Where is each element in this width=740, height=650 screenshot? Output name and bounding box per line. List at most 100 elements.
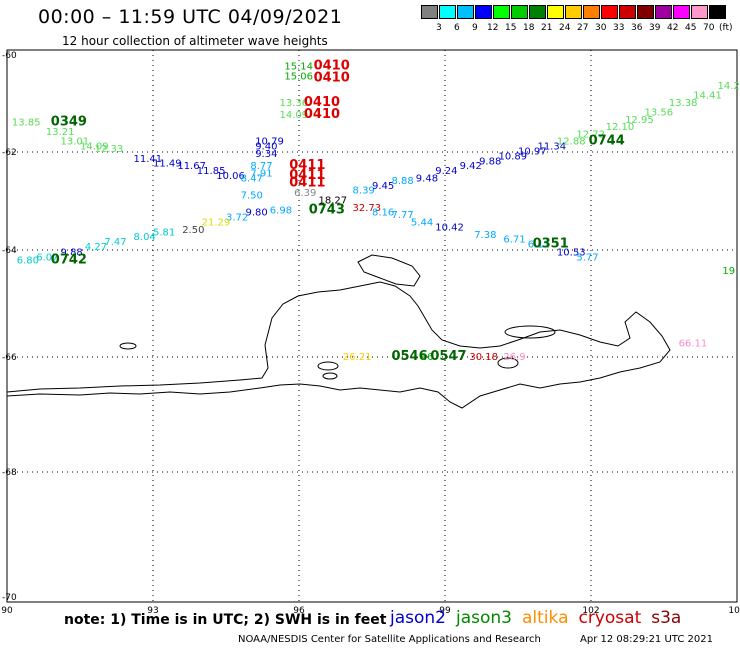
wave-height-label: 9.40 (255, 142, 277, 153)
wave-height-label: 0411 (289, 168, 325, 183)
wave-height-label: 10.42 (435, 222, 464, 233)
wave-height-label: 8.77 (250, 161, 272, 172)
color-scale-swatch (493, 5, 510, 19)
map-subtitle: 12 hour collection of altimeter wave hei… (62, 34, 328, 48)
lat-tick-label: -70 (2, 593, 17, 603)
legend-cryosat: cryosat (578, 608, 642, 628)
wave-height-label: 0546 (391, 349, 427, 364)
wave-height-label: 9.24 (435, 166, 457, 177)
color-scale-swatch (475, 5, 492, 19)
lon-tick-label: 93 (147, 606, 158, 616)
coastline (6, 281, 671, 409)
wave-height-label: 12.33 (95, 144, 124, 155)
legend-jason3: jason3 (456, 608, 512, 628)
wave-height-label: 7.50 (241, 191, 263, 202)
lat-tick-label: -66 (2, 353, 17, 363)
legend-jason2: jason2 (390, 608, 446, 628)
wave-height-label: 12.88 (557, 137, 586, 148)
wave-height-label: 13.01 (61, 137, 90, 148)
wave-height-label: 16 (421, 352, 434, 363)
wave-height-label: 0411 (289, 158, 325, 173)
wave-height-label: 10.97 (518, 146, 547, 157)
wave-height-label: 66.11 (679, 338, 708, 349)
lat-tick-label: -64 (2, 246, 17, 256)
color-scale-label: 45 (685, 23, 697, 33)
wave-height-label: 19. (722, 266, 738, 277)
wave-height-label: 0742 (51, 252, 87, 267)
wave-height-label: 9.88 (479, 156, 501, 167)
wave-height-label: 15.14 (284, 62, 313, 73)
wave-height-label: 7.47 (104, 237, 126, 248)
wave-height-label: 21.29 (202, 218, 231, 229)
wave-height-label: 9.42 (460, 161, 482, 172)
color-scale-label: 27 (577, 23, 589, 33)
wave-height-label: 12.95 (625, 115, 654, 126)
wave-height-label: 11.85 (197, 166, 226, 177)
island-outline (497, 357, 519, 369)
wave-height-label: 6.11 (528, 240, 550, 251)
wave-height-label: 11.34 (537, 142, 566, 153)
color-scale-label: 12 (487, 23, 499, 33)
wave-height-label: 15.06 (284, 71, 313, 82)
wave-height-label: 13.38 (669, 98, 698, 109)
color-scale-swatch (457, 5, 474, 19)
color-scale-label: 3 (436, 23, 442, 33)
wave-height-label: 0349 (51, 114, 87, 129)
wave-height-label: 0744 (589, 134, 625, 149)
color-scale-label: 15 (505, 23, 517, 33)
wave-height-label: 13.56 (645, 108, 674, 119)
wave-height-label: 0411 (289, 175, 325, 190)
wave-height-label: 7.38 (474, 230, 496, 241)
wave-height-label: 14.41 (693, 91, 722, 102)
generation-timestamp: Apr 12 08:29:21 UTC 2021 (580, 634, 713, 645)
lat-tick-label: -62 (2, 148, 17, 158)
wave-height-label: 4.27 (85, 242, 107, 253)
color-scale-label: 70 (703, 23, 715, 33)
wave-height-label: 11.41 (134, 154, 163, 165)
island-outline (119, 342, 137, 350)
wave-height-label: 11.49 (153, 159, 182, 170)
map-border (6, 49, 738, 603)
wave-height-label: 13.85 (12, 117, 41, 128)
color-scale-swatch (673, 5, 690, 19)
wave-height-label: 26.21 (343, 352, 372, 363)
wave-height-label: 18.27 (318, 195, 347, 206)
wave-height-label: 32.73 (353, 203, 382, 214)
wave-height-label: 6.71 (503, 235, 525, 246)
color-scale-swatch (439, 5, 456, 19)
wave-height-label: 3.72 (226, 213, 248, 224)
island-outline (317, 361, 339, 371)
wave-height-label: 6.39 (294, 188, 316, 199)
wave-height-label: 13.21 (46, 127, 75, 138)
wave-height-label: 10.89 (499, 151, 528, 162)
color-scale-swatch (637, 5, 654, 19)
wave-height-label: 8.88 (391, 176, 413, 187)
color-scale-swatch (547, 5, 564, 19)
color-scale-label: 21 (541, 23, 553, 33)
color-scale-unit: (ft) (719, 23, 733, 33)
lon-tick-label: 99 (439, 606, 451, 616)
color-scale-swatch (583, 5, 600, 19)
color-scale-swatch (529, 5, 546, 19)
wave-height-label: 0547 (430, 349, 466, 364)
wave-height-label: 12.72 (576, 129, 605, 140)
color-scale-label: 42 (667, 23, 679, 33)
wave-height-label: 5.77 (576, 253, 598, 264)
wave-height-label: 0410 (314, 59, 350, 74)
lat-tick-label: -60 (2, 51, 17, 61)
wave-height-label: 0410 (304, 107, 340, 122)
wave-height-label: 2.50 (182, 225, 204, 236)
color-scale-swatch (619, 5, 636, 19)
wave-height-label: 9.88 (61, 247, 83, 258)
wave-height-label: 8.39 (353, 186, 375, 197)
wave-height-label: 6.07 (36, 253, 58, 264)
color-scale-swatch (565, 5, 582, 19)
legend-altika: altika (522, 608, 569, 628)
color-scale-label: 36 (631, 23, 643, 33)
wave-height-label: 8.04 (134, 232, 156, 243)
wave-height-label: 7.91 (250, 169, 272, 180)
wave-height-label: 10.79 (255, 137, 284, 148)
wave-height-label: 9.48 (416, 173, 438, 184)
wave-height-label: 30.18 (469, 352, 498, 363)
color-scale-swatch (655, 5, 672, 19)
